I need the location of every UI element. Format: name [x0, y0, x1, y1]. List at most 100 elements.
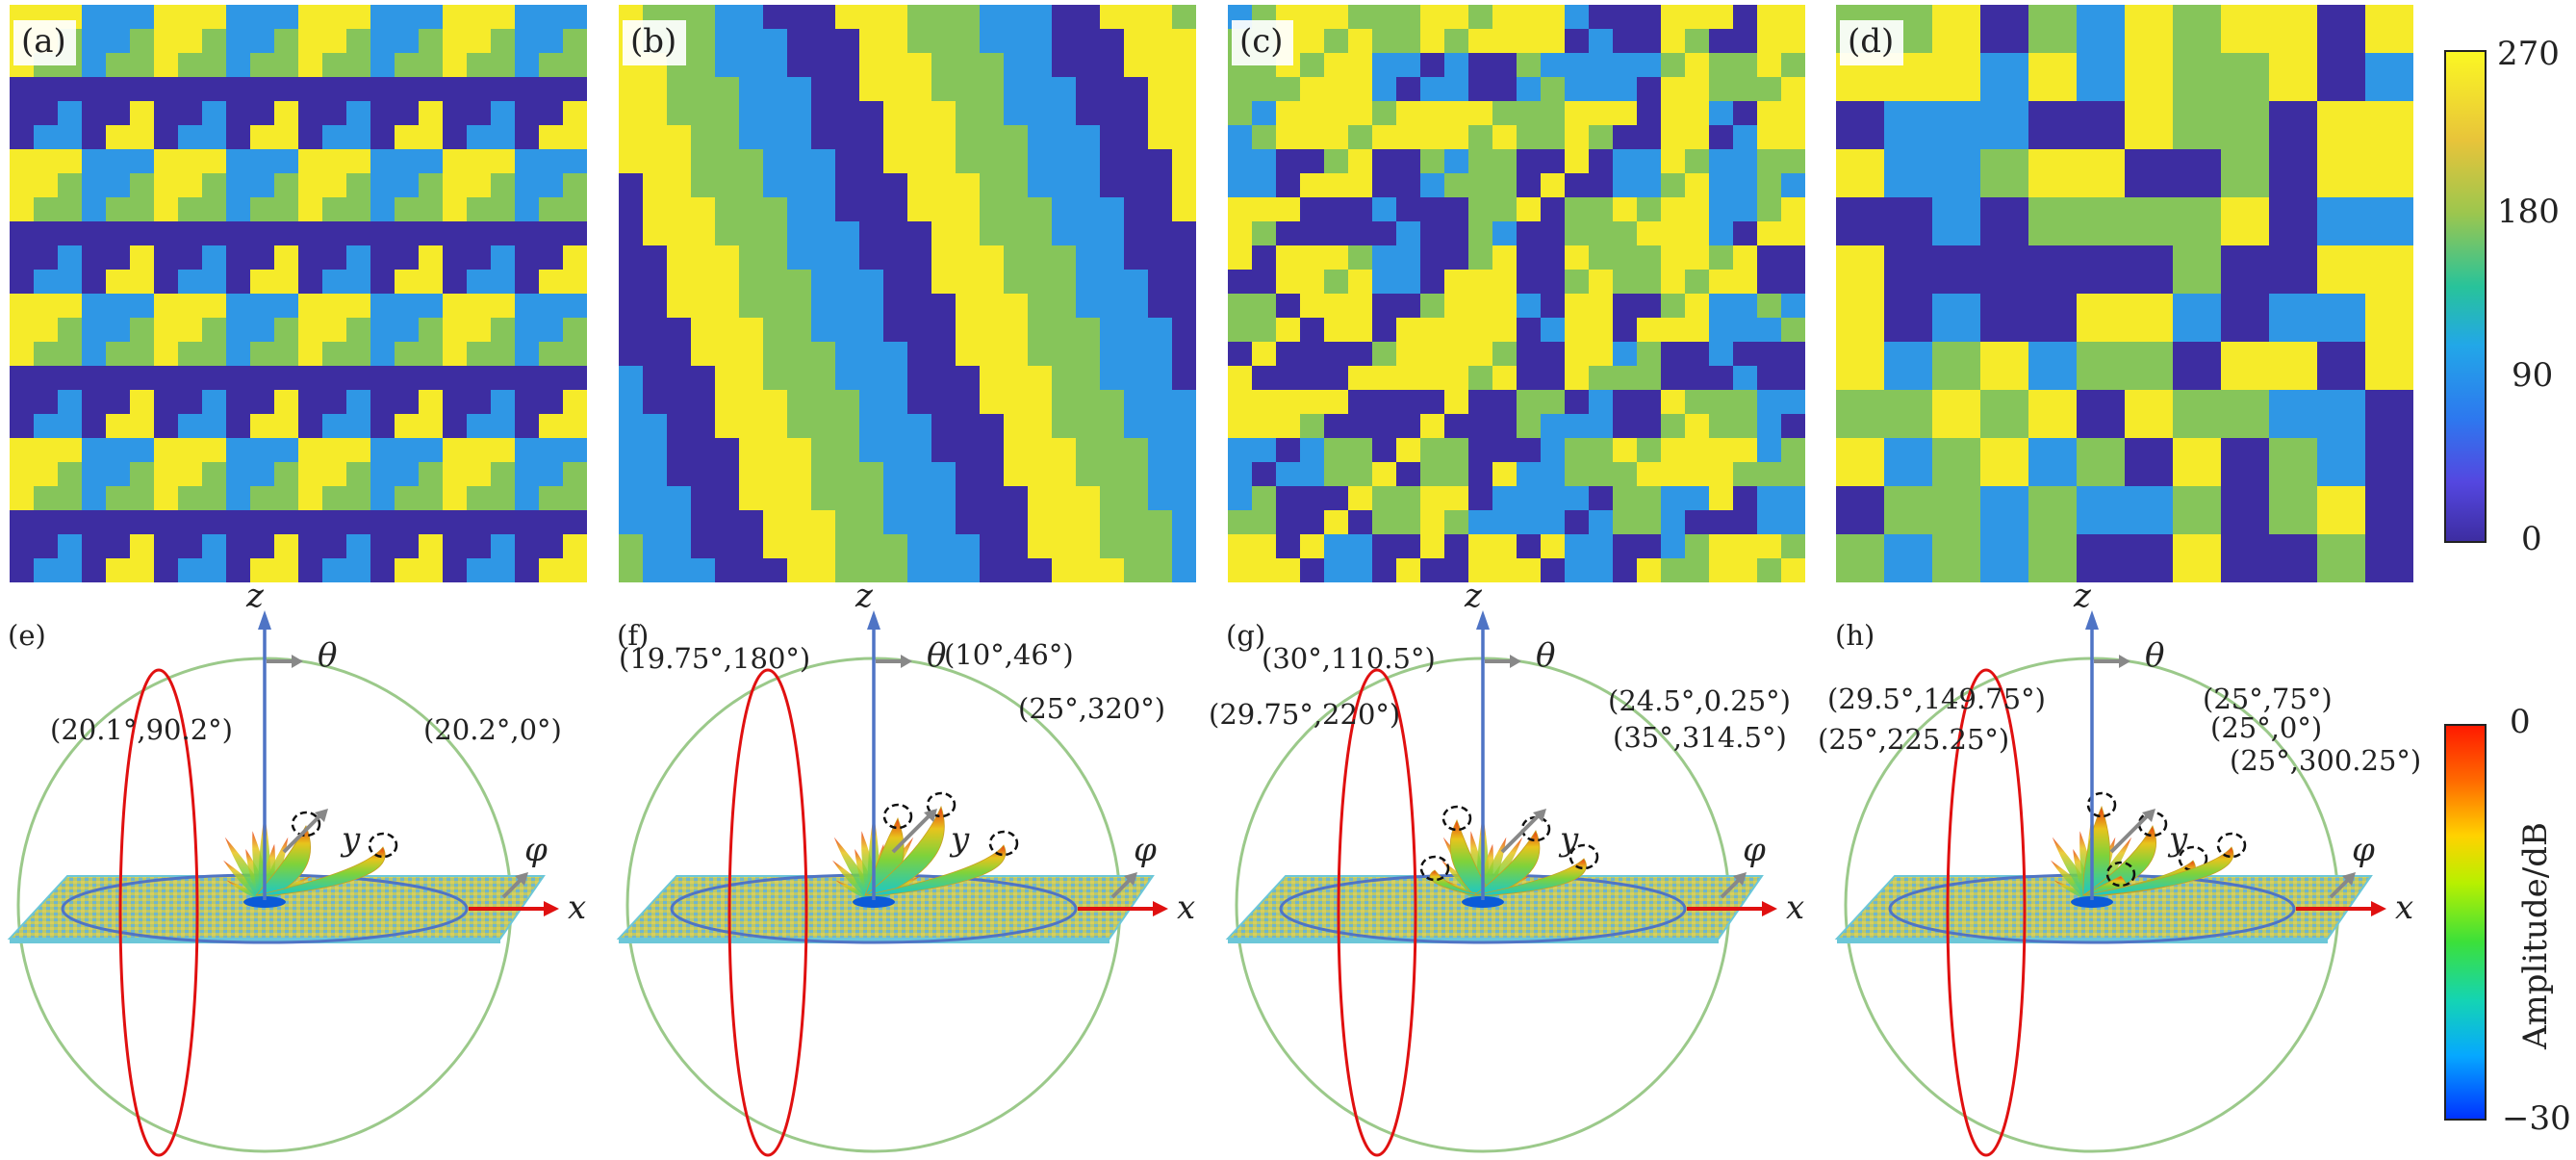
coding-cell	[907, 510, 932, 535]
coding-cell	[1541, 534, 1566, 559]
coding-cell	[715, 77, 740, 102]
coding-cell	[2389, 534, 2413, 559]
coding-cell	[226, 245, 251, 271]
coding-cell	[2053, 294, 2078, 319]
coding-cell	[1372, 149, 1397, 174]
coding-cell	[2149, 221, 2174, 246]
coding-cell	[2317, 438, 2342, 463]
coding-cell	[2004, 294, 2029, 319]
x-axis-label: x	[1177, 889, 1195, 927]
coding-cell	[1884, 366, 1909, 391]
coding-cell	[1661, 29, 1686, 54]
coding-cell	[1860, 294, 1885, 319]
coding-cell	[1276, 77, 1301, 102]
coding-cell	[2293, 101, 2318, 126]
coding-cell	[2077, 77, 2102, 102]
coding-cell	[1709, 29, 1734, 54]
coding-cell	[1932, 462, 1957, 487]
coding-cell	[1980, 197, 2005, 222]
panel-label-g: (g)	[1226, 619, 1265, 652]
coding-cell	[2293, 197, 2318, 222]
coding-cell	[1980, 29, 2005, 54]
coding-cell	[491, 294, 516, 319]
coding-cell	[1956, 5, 1981, 30]
panel-label-a: (a)	[13, 20, 76, 66]
coding-cell	[1148, 414, 1173, 439]
coding-cell	[274, 149, 299, 174]
coding-cell	[2221, 438, 2246, 463]
coding-cell	[1172, 173, 1196, 198]
phase-colorbar	[2444, 50, 2487, 543]
coding-cell	[1124, 245, 1149, 271]
coding-cell	[395, 486, 420, 511]
coding-cell	[2004, 77, 2029, 102]
coding-cell	[2028, 173, 2053, 198]
coding-cell	[907, 5, 932, 30]
coding-cell	[2077, 197, 2102, 222]
coding-cell	[226, 414, 251, 439]
coding-cell	[1324, 270, 1349, 295]
coding-cell	[467, 534, 492, 559]
coding-cell	[1589, 318, 1614, 343]
main-beam-lobe	[255, 825, 311, 896]
coding-cell	[1348, 510, 1373, 535]
coding-cell	[1613, 294, 1638, 319]
coding-cell	[58, 125, 83, 150]
coding-cell	[1492, 414, 1518, 439]
coding-cell	[1565, 414, 1590, 439]
coding-cell	[1052, 173, 1077, 198]
coding-cell	[491, 270, 516, 295]
coding-cell	[1541, 438, 1566, 463]
coding-cell	[1420, 366, 1445, 391]
x-axis-arrow	[1762, 901, 1777, 916]
coding-cell	[1348, 558, 1373, 582]
coding-cell	[1076, 149, 1101, 174]
coding-cell	[2173, 486, 2198, 511]
coding-cell	[298, 270, 323, 295]
coding-cell	[1372, 318, 1397, 343]
coding-cell	[2101, 438, 2126, 463]
coding-cell	[2293, 342, 2318, 367]
coding-cell	[274, 438, 299, 463]
coding-cell	[2053, 245, 2078, 271]
coding-cell	[1004, 318, 1029, 343]
coding-cell	[467, 101, 492, 126]
coding-cell	[539, 534, 564, 559]
coding-cell	[539, 77, 564, 102]
coding-cell	[2004, 221, 2029, 246]
coding-cell	[907, 318, 932, 343]
coding-cell	[1372, 245, 1397, 271]
coding-cell	[1860, 462, 1885, 487]
coding-cell	[154, 318, 179, 343]
coding-cell	[1884, 77, 1909, 102]
coding-cell	[1932, 270, 1957, 295]
coding-cell	[1860, 486, 1885, 511]
coding-cell	[1709, 414, 1734, 439]
coding-cell	[1300, 486, 1325, 511]
coding-cell	[811, 294, 836, 319]
coding-cell	[370, 486, 395, 511]
coding-cell	[1052, 294, 1077, 319]
phi-arrow	[501, 876, 524, 899]
coding-cell	[1396, 197, 1421, 222]
coding-cell	[2317, 318, 2342, 343]
coding-cell	[226, 438, 251, 463]
coding-cell	[346, 270, 371, 295]
coding-cell	[274, 462, 299, 487]
coding-cell	[539, 173, 564, 198]
coding-cell	[1444, 318, 1469, 343]
coding-cell	[346, 294, 371, 319]
main-beam-lobe	[255, 846, 386, 896]
coding-cell	[370, 534, 395, 559]
coding-cell	[739, 534, 764, 559]
coding-cell	[1956, 221, 1981, 246]
coding-cell	[2004, 534, 2029, 559]
coding-cell	[1276, 390, 1301, 415]
coding-cell	[859, 5, 884, 30]
coding-cell	[298, 486, 323, 511]
coding-cell	[1565, 221, 1590, 246]
coding-cell	[2149, 462, 2174, 487]
coding-cell	[106, 245, 131, 271]
coding-cell	[1348, 101, 1373, 126]
coding-cell	[1348, 5, 1373, 30]
